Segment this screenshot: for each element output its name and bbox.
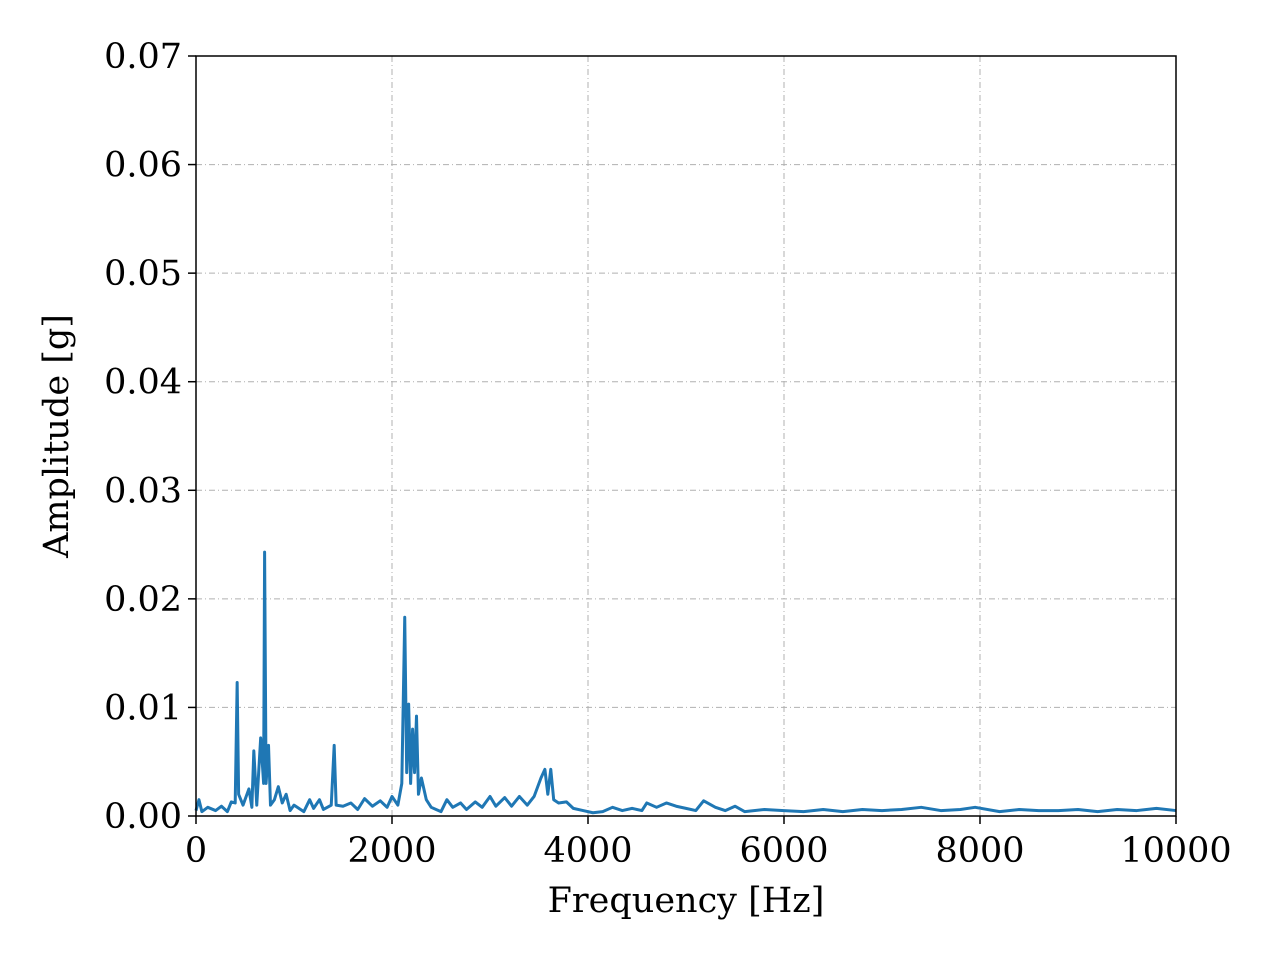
y-tick-label: 0.06 [104,146,182,186]
x-tick-label: 10000 [1120,831,1231,871]
y-tick-label: 0.02 [104,580,182,620]
x-tick-label: 8000 [935,831,1024,871]
y-tick-label: 0.01 [104,688,182,728]
plot-frame [195,55,1177,817]
x-tick-label: 2000 [347,831,436,871]
x-axis-label: Frequency [Hz] [548,881,825,921]
x-tick-label: 0 [185,831,207,871]
x-tick-label: 6000 [739,831,828,871]
x-tick-label: 4000 [543,831,632,871]
y-tick-label: 0.00 [104,797,182,837]
data-line [194,550,1177,815]
y-tick-label: 0.03 [104,471,182,511]
y-tick-label: 0.04 [104,363,182,403]
y-axis-label: Amplitude [g] [37,314,77,559]
y-tick-label: 0.07 [104,37,182,77]
y-tick-label: 0.05 [104,254,182,294]
